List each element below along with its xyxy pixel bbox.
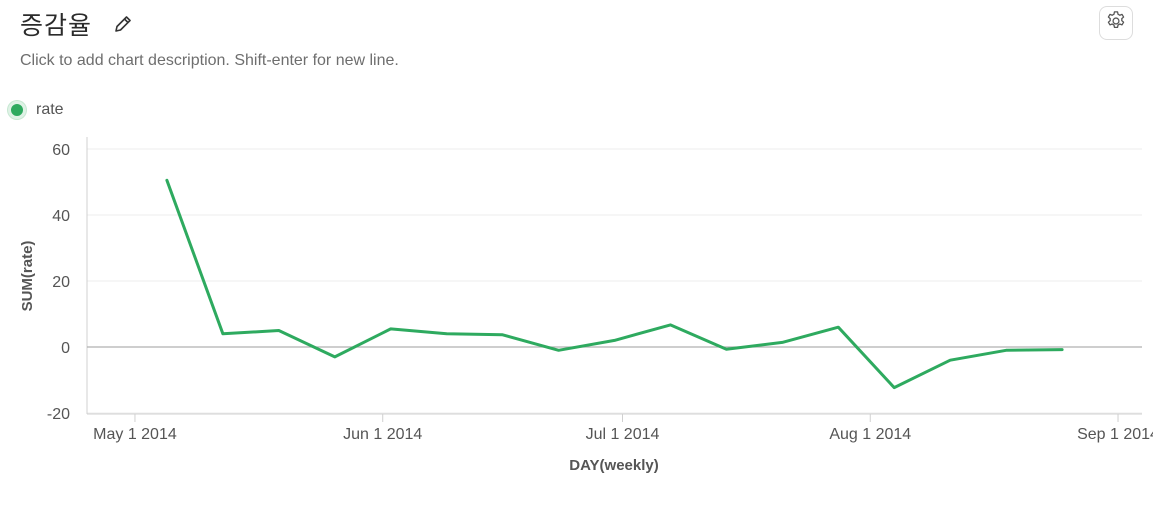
title-row: 증감율	[20, 6, 134, 42]
y-tick-label: 0	[61, 340, 70, 357]
legend-label: rate	[36, 101, 64, 118]
data-point[interactable]	[274, 326, 284, 336]
data-point[interactable]	[610, 335, 620, 345]
data-point[interactable]	[554, 345, 564, 355]
data-point[interactable]	[665, 320, 675, 330]
data-point[interactable]	[218, 329, 228, 339]
x-tick-label: Jun 1 2014	[343, 426, 422, 443]
y-tick-label: 20	[52, 274, 70, 291]
data-point[interactable]	[833, 322, 843, 332]
y-tick-label: 40	[52, 208, 70, 225]
chart-title[interactable]: 증감율	[20, 11, 93, 40]
y-axis-title: SUM(rate)	[19, 241, 36, 312]
data-point[interactable]	[498, 330, 508, 340]
settings-button[interactable]	[1099, 6, 1133, 40]
x-axis-title: DAY(weekly)	[569, 457, 659, 474]
data-point[interactable]	[442, 329, 452, 339]
data-point[interactable]	[330, 352, 340, 362]
data-point[interactable]	[1001, 345, 1011, 355]
chart-description[interactable]: Click to add chart description. Shift-en…	[20, 52, 399, 69]
x-tick-label: Sep 1 2014	[1077, 426, 1153, 443]
x-tick-label: Aug 1 2014	[829, 426, 911, 443]
x-tick-label: May 1 2014	[93, 426, 177, 443]
data-point[interactable]	[386, 324, 396, 334]
y-tick-label: 60	[52, 142, 70, 159]
y-tick-label: -20	[47, 406, 70, 423]
data-point[interactable]	[777, 337, 787, 347]
data-point[interactable]	[162, 175, 172, 185]
legend-item-rate[interactable]: rate	[8, 101, 64, 119]
x-tick-label: Jul 1 2014	[586, 426, 660, 443]
data-point[interactable]	[1057, 345, 1067, 355]
pencil-icon[interactable]	[112, 13, 134, 35]
data-point[interactable]	[889, 383, 899, 393]
gear-icon	[1105, 10, 1127, 37]
data-point[interactable]	[945, 355, 955, 365]
data-point[interactable]	[721, 344, 731, 354]
series-line-rate[interactable]	[165, 178, 1064, 390]
legend-swatch	[8, 101, 26, 119]
